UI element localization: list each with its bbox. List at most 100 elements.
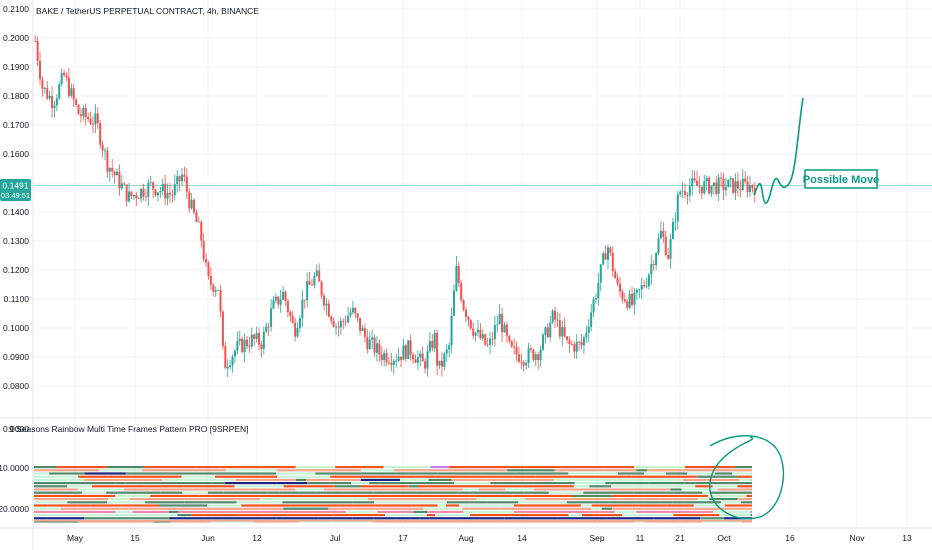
candle [493,316,496,347]
band-segment [516,472,569,475]
candle [717,173,720,202]
band-segment [191,469,227,472]
time-axis[interactable]: May 15 Jun 12 Jul 17 Aug 14 Sep 11 21 Oct 16 Nov 13 [67,533,912,543]
band-segment [90,504,122,507]
band-segment [418,478,429,481]
band-segment [345,469,361,472]
candle [549,315,552,342]
band-segment [673,491,687,494]
candle [366,329,369,354]
time-tick-label: 13 [902,533,912,543]
candle [36,36,39,67]
candle [402,338,405,360]
band-segment [92,485,120,488]
possible-move-annotation[interactable]: Possible Move [803,169,879,189]
price-tick-label: 0.1000 [3,323,29,333]
band-segment [34,488,52,491]
band-segment [535,475,573,478]
band-segment [653,517,701,520]
candle [279,289,282,313]
candle [154,188,157,198]
current-price-value: 0.1491 [3,181,29,191]
band-segment [77,488,125,491]
candle [450,307,453,353]
candle [178,175,181,192]
price-axis[interactable]: 0.21000.20000.19000.18000.17000.16000.15… [3,4,29,391]
band-segment [34,494,71,497]
band-segment [34,501,68,504]
candle [335,323,338,335]
candle [207,260,210,280]
candle [65,71,68,82]
candle [387,357,390,366]
candle [395,353,398,368]
band-segment [717,488,752,491]
candle [515,341,518,362]
band-segment [363,475,378,478]
band-segment [490,494,501,497]
band-segment [724,504,752,507]
band-segment [374,504,412,507]
band-segment [373,491,417,494]
candle [46,81,49,101]
band-segment [617,472,645,475]
band-segment [695,485,713,488]
candle [103,147,106,161]
candle [659,221,662,240]
candle [433,329,436,353]
time-tick-label: Jul [330,533,341,543]
band-segment [507,469,555,472]
band-segment [115,475,159,478]
candle [270,299,273,332]
band-segment [719,514,751,517]
band-segment [69,475,79,478]
candle [229,359,232,370]
candle [289,309,292,322]
indicator-axis[interactable]: 0.0000 −10.0000 −20.0000 [0,424,29,514]
band-segment [661,507,695,510]
candle [197,216,200,223]
band-segment [454,482,491,485]
band-segment [591,507,602,510]
band-segment [408,485,419,488]
time-tick-label: 21 [675,533,685,543]
band-segment [86,507,136,510]
band-segment [135,507,162,510]
candle [84,103,87,126]
candle [554,306,557,328]
band-segment [34,475,70,478]
band-segment [60,507,87,510]
band-segment [233,472,277,475]
candle [118,164,121,196]
band-segment [451,478,484,481]
candle [226,359,229,378]
candle [469,319,472,331]
current-price-label: 0.1491 03:49:51 [0,179,31,201]
candle [472,322,475,340]
price-tick-label: 0.1900 [3,62,29,72]
band-segment [119,485,146,488]
candle [621,289,624,304]
candle [238,330,241,346]
band-segment [652,494,699,497]
candle [606,244,609,270]
band-segment [222,517,260,520]
candle [645,277,648,289]
highlight-circle [709,435,785,520]
candle [354,306,357,319]
candle [375,336,378,362]
band-segment [553,504,581,507]
band-segment [463,510,514,513]
band-segment [702,491,711,494]
band-segment [422,494,475,497]
candle [363,323,366,343]
band-segment [652,510,671,513]
candle [604,245,607,260]
candle [527,342,530,369]
band-segment [43,478,85,481]
candle [176,169,179,193]
band-segment [396,472,438,475]
band-segment [746,494,752,497]
band-segment [522,485,539,488]
